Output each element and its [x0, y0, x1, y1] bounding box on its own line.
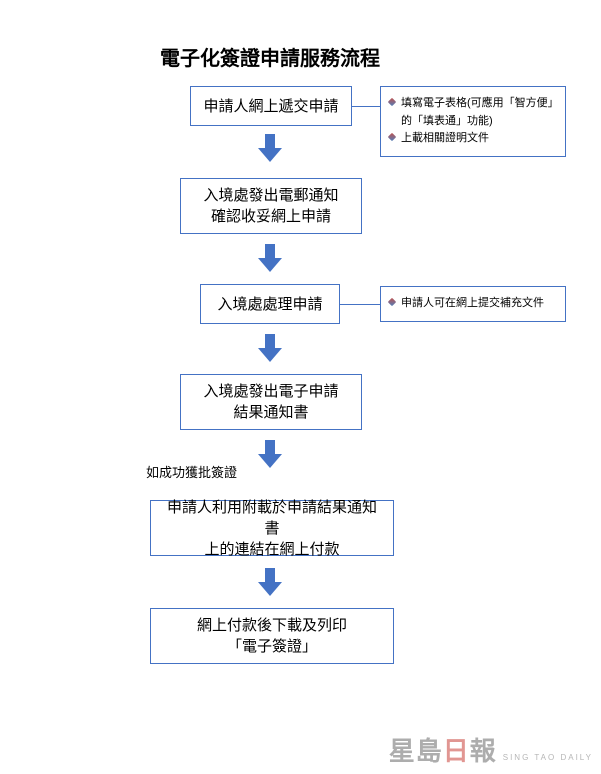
sidebox-step-3-details: 申請人可在網上提交補充文件: [380, 286, 566, 322]
sidebox-item: 申請人可在網上提交補充文件: [401, 295, 544, 313]
arrow-down-icon: [258, 440, 282, 468]
watermark-logo: 星島日報 SING TAO DAILY: [389, 731, 593, 768]
watermark-en: SING TAO DAILY: [503, 753, 593, 762]
arrow-down-icon: [258, 334, 282, 362]
sidebox-item: 上載相關證明文件: [401, 130, 489, 148]
diamond-bullet-icon: [388, 133, 396, 141]
arrow-down-icon: [258, 134, 282, 162]
sidebox-item: 填寫電子表格(可應用「智方便」的「填表通」功能): [401, 95, 557, 130]
sidebox-step-1-details: 填寫電子表格(可應用「智方便」的「填表通」功能) 上載相關證明文件: [380, 86, 566, 157]
watermark-cn-pre: 星島: [389, 736, 443, 766]
conditional-label: 如成功獲批簽證: [146, 462, 237, 481]
node-step-2: 入境處發出電郵通知確認收妥網上申請: [180, 178, 362, 234]
diamond-bullet-icon: [388, 298, 396, 306]
diagram-title: 電子化簽證申請服務流程: [160, 42, 380, 71]
watermark-cn-red: 日: [443, 736, 470, 766]
node-step-6: 網上付款後下載及列印「電子簽證」: [150, 608, 394, 664]
connector-line: [340, 304, 380, 305]
arrow-down-icon: [258, 244, 282, 272]
watermark-cn-post: 報: [470, 736, 497, 766]
diamond-bullet-icon: [388, 98, 396, 106]
node-step-1: 申請人網上遞交申請: [190, 86, 352, 126]
node-step-4: 入境處發出電子申請結果通知書: [180, 374, 362, 430]
arrow-down-icon: [258, 568, 282, 596]
connector-line: [352, 106, 380, 107]
node-step-3: 入境處處理申請: [200, 284, 340, 324]
node-step-5: 申請人利用附載於申請結果通知書上的連結在網上付款: [150, 500, 394, 556]
